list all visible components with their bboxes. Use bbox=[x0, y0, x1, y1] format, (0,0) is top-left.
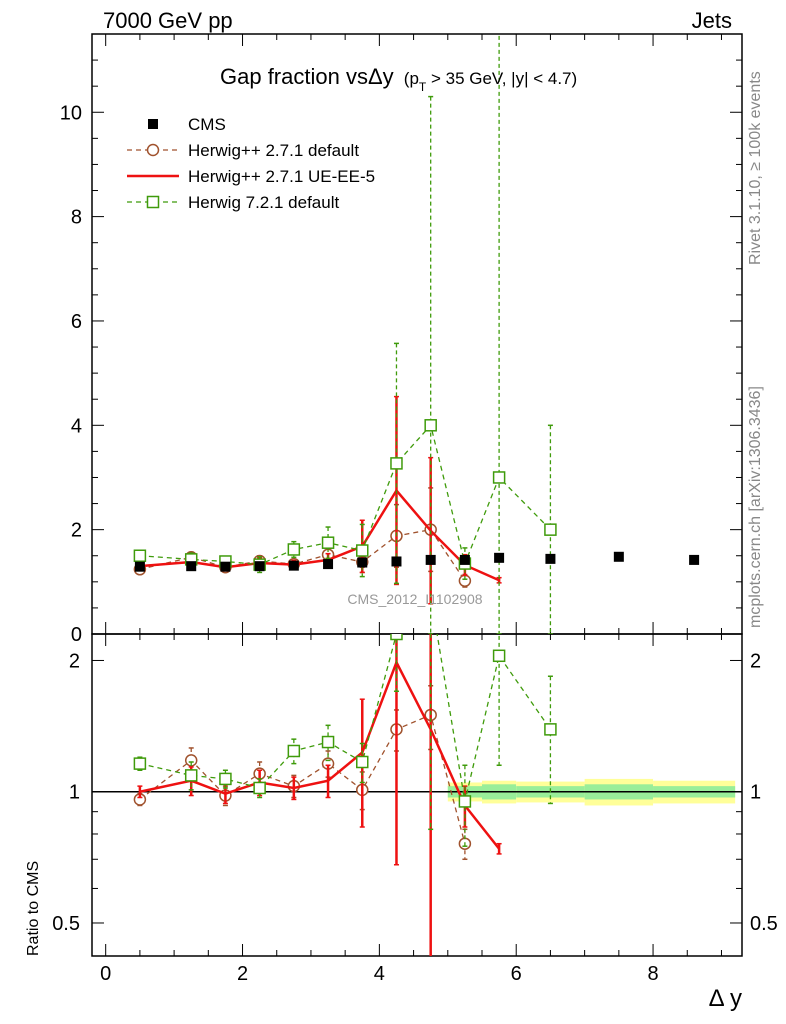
legend-marker bbox=[148, 119, 158, 129]
mc-ratio-point bbox=[390, 634, 403, 641]
cms-data-point bbox=[288, 560, 299, 571]
plot-frames bbox=[91, 33, 743, 957]
analysis-id-label: CMS_2012_I1102908 bbox=[347, 591, 482, 607]
axes: 0 2 4 6 8 0 2 4 6 8 10 0.5 0.5 1 1 2 2 bbox=[52, 33, 778, 985]
cms-data-point bbox=[613, 551, 624, 562]
cms-data-point bbox=[545, 553, 556, 564]
mc-ratio-point bbox=[184, 769, 198, 782]
mc-series-line bbox=[139, 528, 466, 582]
energy-label: 7000 GeV pp bbox=[103, 8, 233, 33]
cms-data-point bbox=[391, 556, 402, 567]
mc-point bbox=[390, 457, 403, 470]
mc-point bbox=[492, 471, 506, 484]
mc-point bbox=[321, 536, 335, 549]
legend-marker bbox=[146, 143, 160, 157]
legend-label: Herwig++ 2.7.1 UE-EE-5 bbox=[188, 167, 375, 186]
mc-ratio-point bbox=[253, 781, 266, 795]
x-tick-label: 2 bbox=[237, 963, 248, 985]
cms-data-point bbox=[494, 552, 505, 563]
cms-data-point bbox=[186, 561, 197, 572]
legend-label: CMS bbox=[188, 115, 226, 134]
cms-data-point bbox=[459, 554, 470, 565]
cms-data-point bbox=[357, 557, 368, 568]
mc-point bbox=[544, 523, 557, 536]
cms-data-point bbox=[425, 554, 436, 565]
mc-point bbox=[133, 549, 147, 562]
ratio-y-tick-label-right: 1 bbox=[750, 782, 761, 804]
cms-data-point bbox=[134, 561, 145, 572]
legend-label: Herwig++ 2.7.1 default bbox=[188, 141, 359, 160]
legend: CMS Herwig++ 2.7.1 default Herwig++ 2.7.1 … bbox=[127, 115, 375, 212]
y-tick-label: 8 bbox=[71, 207, 82, 229]
x-tick-label: 6 bbox=[511, 963, 522, 985]
y-tick-label: 0 bbox=[71, 624, 82, 646]
mcplots-label: mcplots.cern.ch [arXiv:1306.3436] bbox=[747, 386, 764, 628]
mc-ratio-point bbox=[492, 649, 506, 663]
cms-data-point bbox=[220, 561, 231, 572]
chart-title: Gap fraction vsΔy (pT > 35 GeV, |y| < 4.… bbox=[220, 64, 577, 94]
mc-ratio-point bbox=[458, 795, 472, 808]
y-tick-label: 6 bbox=[71, 311, 82, 333]
x-tick-label: 8 bbox=[647, 963, 658, 985]
mc-ratio-point bbox=[544, 723, 557, 736]
mc-ratio-line bbox=[139, 659, 501, 850]
rivet-label: Rivet 3.1.10, ≥ 100k events bbox=[747, 71, 764, 265]
ratio-y-tick-label-right: 0.5 bbox=[750, 913, 778, 935]
x-tick-label: 4 bbox=[374, 963, 385, 985]
mc-ratio-point bbox=[219, 772, 232, 786]
mc-ratio-point bbox=[356, 755, 369, 769]
mc-series-line bbox=[139, 423, 551, 566]
ratio-panel-frame bbox=[91, 633, 743, 957]
ratio-y-tick-label: 0.5 bbox=[52, 913, 80, 935]
cms-data-point bbox=[323, 559, 334, 570]
y-tick-label: 2 bbox=[71, 520, 82, 542]
mc-point bbox=[424, 419, 437, 432]
mc-point bbox=[287, 543, 301, 556]
mc-ratio-line bbox=[139, 634, 551, 802]
mc-ratio-point bbox=[321, 735, 335, 749]
cms-data-point bbox=[254, 561, 265, 572]
ratio-y-tick-label: 2 bbox=[69, 650, 80, 672]
x-tick-label: 0 bbox=[100, 963, 111, 985]
mc-point bbox=[356, 544, 369, 557]
mc-ratio-point bbox=[287, 744, 301, 758]
ratio-panel-series bbox=[133, 634, 557, 956]
ratio-y-tick-label: 1 bbox=[69, 782, 80, 804]
ratio-y-axis-label: Ratio to CMS bbox=[25, 861, 42, 956]
y-tick-label: 4 bbox=[71, 415, 82, 437]
x-axis-label: Δ y bbox=[709, 985, 742, 1012]
legend-marker bbox=[146, 195, 160, 209]
mc-ratio-point bbox=[133, 757, 147, 770]
process-label: Jets bbox=[692, 8, 732, 33]
legend-label: Herwig 7.2.1 default bbox=[188, 193, 339, 212]
ratio-y-tick-label-right: 2 bbox=[750, 650, 761, 672]
cms-data-point bbox=[689, 554, 700, 565]
main-panel-series bbox=[133, 34, 700, 634]
y-tick-label: 10 bbox=[60, 102, 82, 124]
mc-ratio-line bbox=[139, 714, 466, 844]
